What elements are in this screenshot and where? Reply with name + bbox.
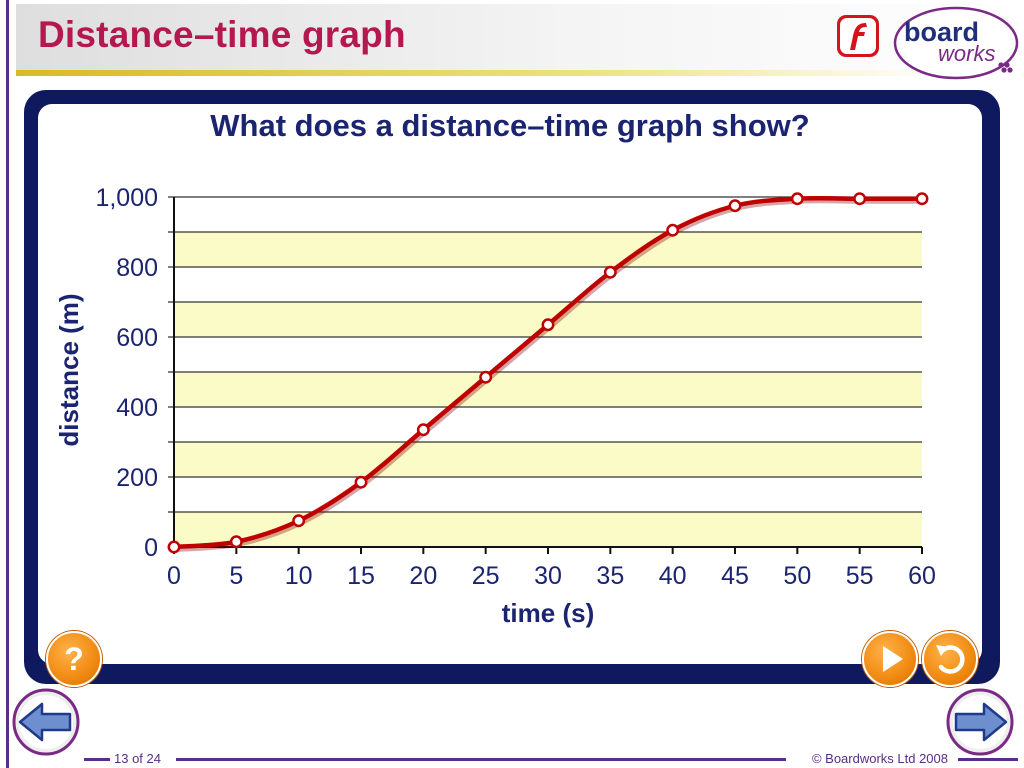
x-tick-label: 30: [534, 562, 562, 590]
data-point: [790, 192, 804, 206]
data-point: [853, 192, 867, 206]
help-button[interactable]: ?: [46, 631, 102, 687]
x-tick-label: 55: [846, 562, 874, 590]
footer-line-mid: [176, 758, 786, 761]
x-tick-label: 45: [721, 562, 749, 590]
x-tick-label: 60: [908, 562, 936, 590]
x-tick-label: 10: [285, 562, 313, 590]
chart-band: [174, 232, 922, 267]
x-tick-label: 15: [347, 562, 375, 590]
x-tick-label: 20: [409, 562, 437, 590]
chart-axes: [168, 197, 923, 554]
header-underline: [16, 70, 1024, 76]
copyright-notice: © Boardworks Ltd 2008: [807, 751, 952, 766]
x-axis-label: time (s): [502, 598, 594, 628]
y-tick-label: 0: [144, 534, 158, 562]
x-tick-label: 0: [167, 562, 181, 590]
boardworks-logo: board works: [893, 6, 1019, 80]
chart-band: [174, 407, 922, 442]
data-point: [416, 423, 430, 437]
data-point: [167, 540, 181, 554]
svg-text:?: ?: [64, 641, 84, 677]
play-button[interactable]: [862, 631, 918, 687]
x-tick-labels: 0 5 10 15 20 25 30 35 40 45 50 55 60: [167, 562, 936, 590]
data-point: [541, 318, 555, 332]
replay-icon: [936, 645, 965, 674]
y-tick-labels: 0 200 400 600 800 1,000: [95, 184, 158, 562]
activity-question: What does a distance–time graph show?: [210, 108, 810, 143]
y-axis-label: distance (m): [54, 293, 84, 446]
left-arrow-icon: [18, 702, 72, 742]
right-arrow-icon: [954, 702, 1008, 742]
data-point: [292, 514, 306, 528]
y-tick-label: 800: [116, 254, 158, 282]
next-slide-button[interactable]: [946, 688, 1014, 756]
data-point: [603, 265, 617, 279]
chart-series: [167, 192, 929, 554]
x-tick-label: 50: [783, 562, 811, 590]
y-tick-label: 400: [116, 394, 158, 422]
y-tick-label: 1,000: [95, 184, 158, 212]
data-point: [479, 370, 493, 384]
page-counter: 13 of 24: [110, 751, 165, 766]
left-border: [6, 0, 9, 768]
footer-line-left: [84, 758, 110, 761]
data-point: [666, 223, 680, 237]
data-point: [915, 192, 929, 206]
data-point: [229, 535, 243, 549]
play-icon: [883, 646, 903, 672]
logo-board-text: board: [904, 17, 979, 47]
chart-band: [174, 372, 922, 407]
chart-band: [174, 267, 922, 302]
chart-band: [174, 442, 922, 477]
y-tick-label: 600: [116, 324, 158, 352]
chart-band: [174, 337, 922, 372]
question-mark-icon: ?: [64, 641, 84, 677]
distance-time-chart: 0 200 400 600 800 1,000 0 5 10 15 20 25 30 35 40 45 50 5…: [54, 184, 936, 628]
data-point: [354, 475, 368, 489]
y-tick-label: 200: [116, 464, 158, 492]
x-tick-label: 5: [229, 562, 243, 590]
previous-slide-button[interactable]: [12, 688, 80, 756]
x-tick-label: 40: [659, 562, 687, 590]
x-tick-label: 25: [472, 562, 500, 590]
chart-band: [174, 477, 922, 512]
data-point: [728, 199, 742, 213]
replay-button[interactable]: [922, 631, 978, 687]
logo-works-text: works: [938, 41, 995, 66]
footer-line-right: [958, 758, 1018, 761]
x-tick-label: 35: [596, 562, 624, 590]
flash-logo-icon: [837, 15, 879, 57]
page-title: Distance–time graph: [38, 14, 406, 55]
